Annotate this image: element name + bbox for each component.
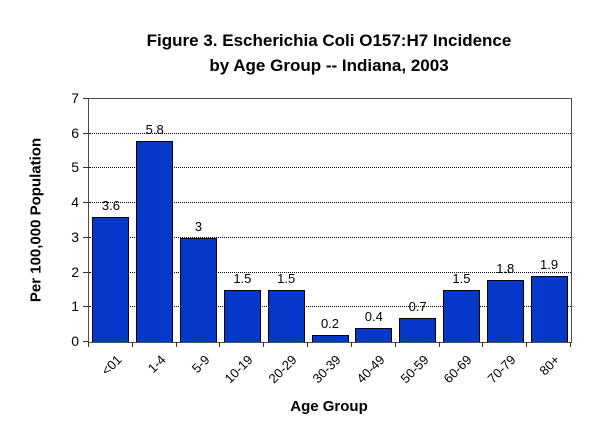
bar-value-label: 0.2 (320, 316, 340, 332)
bar (223, 289, 261, 342)
gridline (89, 132, 571, 134)
chart-title-line2: by Age Group -- Indiana, 2003 (209, 56, 449, 75)
bar-value-label: 3.6 (101, 198, 120, 214)
x-tick-mark (131, 342, 133, 347)
bar-value-label: 0.7 (408, 298, 427, 314)
gridline (89, 306, 571, 308)
y-tick-label: 6 (71, 124, 79, 141)
y-tick-mark (83, 202, 88, 204)
x-axis-title: Age Group (290, 398, 368, 415)
bar-value-label: 1.5 (233, 270, 252, 286)
gridline (89, 167, 571, 169)
plot-area: 3.6 5.8 3 1.5 1.5 0.2 0.4 0.7 1.5 1.8 1.9 (88, 98, 572, 343)
gridline (89, 202, 571, 204)
bar (486, 279, 524, 342)
gridline (89, 271, 571, 273)
y-axis-title: Per 100,000 Population (27, 137, 45, 303)
gridline (89, 236, 571, 238)
y-tick-mark (83, 132, 88, 134)
bar (92, 217, 130, 342)
y-tick-label: 7 (71, 90, 79, 106)
x-tick-mark (307, 342, 309, 347)
bar (267, 289, 305, 342)
y-tick-mark (83, 98, 88, 99)
x-tick-mark (175, 342, 177, 347)
chart-title-line1: Figure 3. Escherichia Coli O157:H7 Incid… (146, 31, 512, 50)
bar-value-label: 1.5 (277, 270, 296, 286)
chart-title: Figure 3. Escherichia Coli O157:H7 Incid… (88, 28, 570, 78)
bar (355, 328, 393, 342)
y-tick-label: 4 (71, 194, 79, 211)
bar (442, 289, 480, 342)
y-tick-mark (83, 306, 88, 308)
x-tick-mark (482, 342, 484, 347)
y-tick-label: 3 (71, 228, 79, 245)
bar-value-label: 1.9 (540, 257, 559, 273)
y-tick-label: 5 (71, 159, 79, 176)
bar (530, 276, 568, 342)
y-tick-label: 2 (71, 263, 79, 280)
y-tick-mark (83, 236, 88, 238)
x-tick-mark (219, 342, 221, 347)
y-tick-mark (83, 271, 88, 273)
bar-value-label: 0.4 (364, 309, 383, 325)
bar (136, 140, 174, 342)
bar (399, 317, 437, 342)
bar (311, 335, 349, 342)
y-tick-mark (83, 341, 88, 342)
y-tick-mark (83, 167, 88, 169)
bar (180, 237, 218, 342)
bar-value-label: 5.8 (145, 121, 164, 137)
bar-value-label: 1.5 (452, 270, 471, 286)
bar-value-label: 1.8 (496, 260, 515, 276)
x-tick-mark (526, 342, 528, 347)
bar-value-label: 3 (194, 218, 203, 234)
x-tick-mark (263, 342, 265, 347)
x-tick-mark (394, 342, 396, 347)
y-tick-label: 1 (71, 298, 79, 315)
y-tick-label: 0 (71, 333, 79, 349)
x-tick-mark (438, 342, 440, 347)
x-tick-mark (88, 342, 89, 347)
x-tick-mark (570, 342, 571, 347)
x-tick-mark (350, 342, 352, 347)
